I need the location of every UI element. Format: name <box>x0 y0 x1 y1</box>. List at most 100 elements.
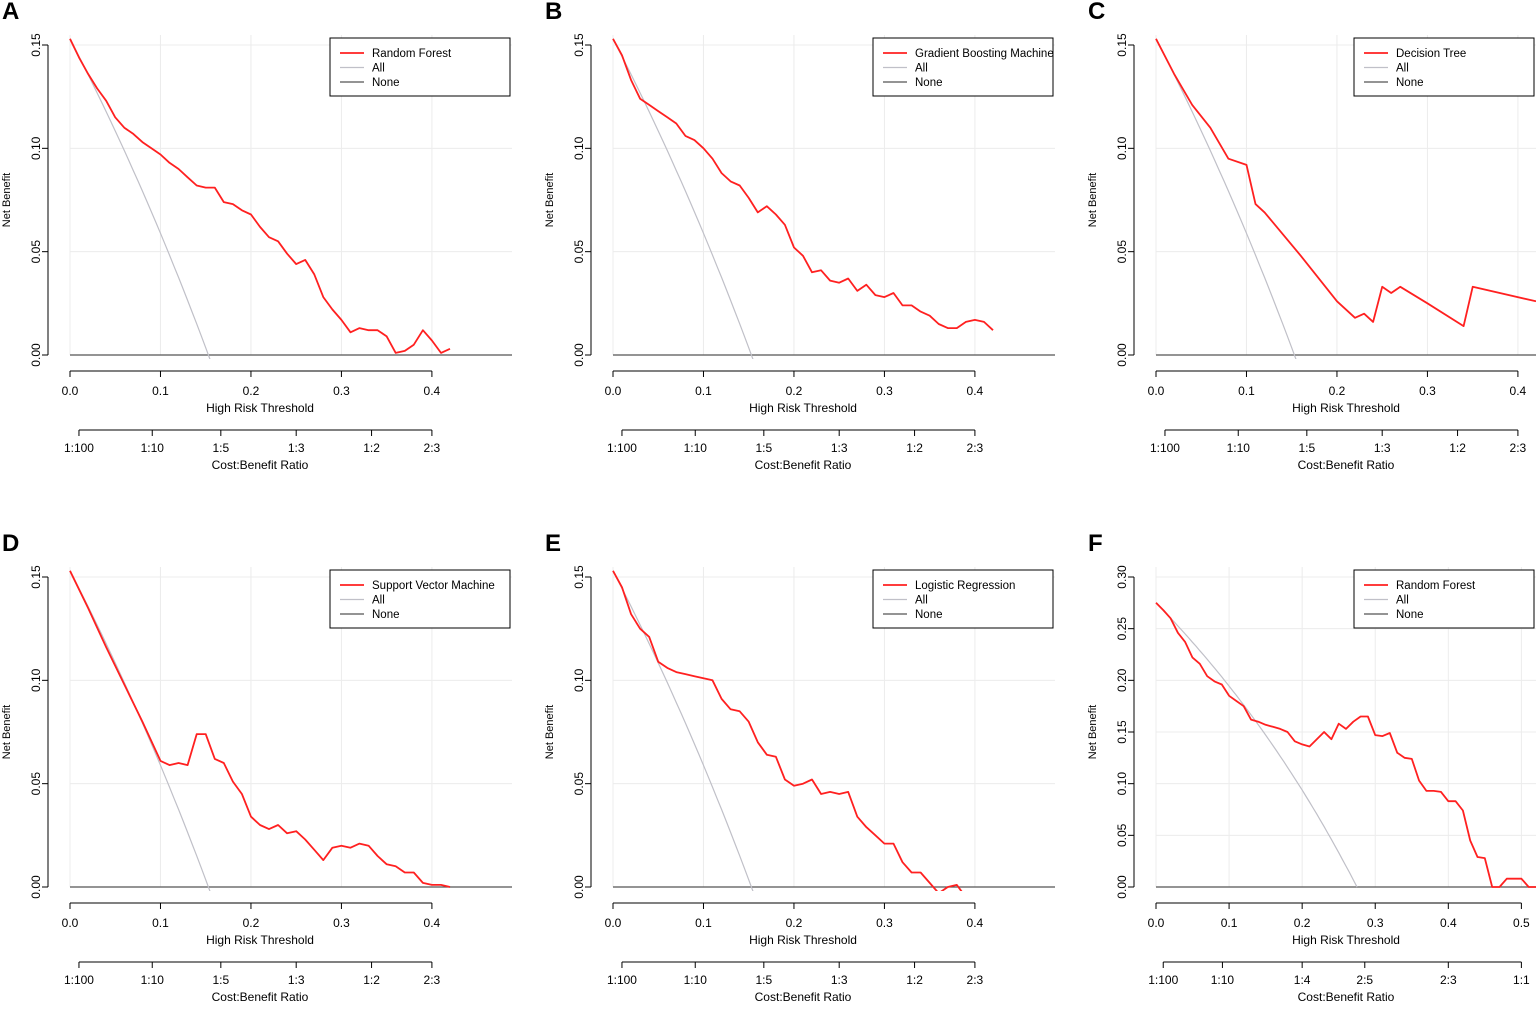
cost-benefit-axis: 1:100 1:10 1:5 1:3 1:2 2:3 Cost:Benefit Ratio <box>64 961 441 1001</box>
y-tick-label: 0.05 <box>572 772 586 796</box>
x-tick-label: 0.4 <box>424 916 441 930</box>
cbr-axis-label: Cost:Benefit Ratio <box>755 990 852 1001</box>
y-axis-label: Net Benefit <box>1 705 13 759</box>
y-tick-label: 0.10 <box>29 668 43 692</box>
x-axis: 0.0 0.1 0.2 0.3 0.4 High Risk Threshold <box>62 902 441 947</box>
cbr-tick-label: 1:5 <box>1298 441 1315 455</box>
cost-benefit-axis: 1:100 1:10 1:5 1:3 1:2 2:3 Cost:Benefit Ratio <box>1150 429 1527 472</box>
x-tick-label: 0.4 <box>424 384 441 398</box>
all-line <box>69 570 211 891</box>
x-tick-label: 0.0 <box>62 384 79 398</box>
cbr-tick-label: 1:3 <box>831 441 848 455</box>
x-axis-label: High Risk Threshold <box>749 933 857 947</box>
y-tick-label: 0.15 <box>1115 33 1129 57</box>
model-series-line <box>1155 38 1536 328</box>
cost-benefit-axis: 1:100 1:10 1:5 1:3 1:2 2:3 Cost:Benefit Ratio <box>64 429 441 472</box>
x-tick-label: 0.4 <box>1440 916 1457 930</box>
y-tick-label: 0.05 <box>1115 240 1129 264</box>
y-tick-label: 0.15 <box>29 565 43 589</box>
cbr-tick-label: 1:3 <box>288 973 305 987</box>
y-tick-label: 0.15 <box>29 33 43 57</box>
x-tick-label: 0.3 <box>333 384 350 398</box>
legend: Random Forest All None <box>1353 569 1535 629</box>
y-axis: 0.00 0.05 0.10 0.15 Net Benefit <box>1 565 49 899</box>
y-axis: 0.00 0.05 0.10 0.15 0.20 0.25 0.30 Net Benefit <box>1087 565 1135 899</box>
cbr-tick-label: 1:5 <box>212 441 229 455</box>
x-tick-label: 0.4 <box>967 916 984 930</box>
x-tick-label: 0.4 <box>967 384 984 398</box>
x-tick-label: 0.2 <box>786 916 803 930</box>
x-tick-label: 0.0 <box>1148 916 1165 930</box>
panel-letter: A <box>2 0 20 25</box>
x-axis-label: High Risk Threshold <box>1292 933 1400 947</box>
panel-letter: F <box>1088 530 1103 557</box>
y-tick-label: 0.00 <box>572 343 586 367</box>
legend-label: Decision Tree <box>1396 48 1466 60</box>
legend-label: Random Forest <box>372 48 452 60</box>
x-tick-label: 0.0 <box>62 916 79 930</box>
cbr-tick-label: 1:100 <box>64 441 94 455</box>
x-tick-label: 0.3 <box>876 384 893 398</box>
legend-label: None <box>1396 609 1424 621</box>
all-line <box>1155 38 1297 359</box>
legend-label: All <box>372 63 385 75</box>
x-tick-label: 0.2 <box>243 384 260 398</box>
x-tick-label: 0.1 <box>695 916 712 930</box>
gridlines <box>69 35 512 356</box>
cbr-tick-label: 1:10 <box>684 973 708 987</box>
x-tick-label: 0.2 <box>786 384 803 398</box>
all-line <box>612 38 754 359</box>
cbr-axis-label: Cost:Benefit Ratio <box>755 458 852 472</box>
y-tick-label: 0.10 <box>29 136 43 160</box>
y-axis: 0.00 0.05 0.10 0.15 Net Benefit <box>1 33 49 367</box>
cbr-tick-label: 1:2 <box>906 441 923 455</box>
legend-label: None <box>1396 77 1424 89</box>
cbr-tick-label: 2:3 <box>967 973 984 987</box>
x-axis-label: High Risk Threshold <box>206 401 314 415</box>
cbr-tick-label: 1:5 <box>755 973 772 987</box>
y-tick-label: 0.00 <box>572 875 586 899</box>
cbr-tick-label: 1:4 <box>1294 973 1311 987</box>
chart-panel-a: A 0.00 0.05 0.10 0.15 Net Benefit 0.0 0.1 0.2 0.… <box>0 0 512 500</box>
all-line <box>1155 602 1358 888</box>
cbr-tick-label: 1:5 <box>755 441 772 455</box>
x-tick-label: 0.1 <box>152 916 169 930</box>
y-tick-label: 0.10 <box>1115 772 1129 796</box>
y-tick-label: 0.20 <box>1115 668 1129 692</box>
y-tick-label: 0.30 <box>1115 565 1129 589</box>
legend: Random Forest All None <box>329 37 511 97</box>
cbr-tick-label: 2:5 <box>1356 973 1373 987</box>
cbr-tick-label: 1:10 <box>141 973 165 987</box>
all-line <box>69 38 211 359</box>
cbr-tick-label: 2:3 <box>424 441 441 455</box>
x-axis: 0.0 0.1 0.2 0.3 0.4 High Risk Threshold <box>1148 370 1527 415</box>
y-tick-label: 0.25 <box>1115 617 1129 641</box>
panel-letter: D <box>2 530 20 557</box>
y-tick-label: 0.05 <box>29 772 43 796</box>
y-axis-label: Net Benefit <box>1087 173 1099 227</box>
x-axis: 0.0 0.1 0.2 0.3 0.4 0.5 High Risk Threshold <box>1148 902 1530 947</box>
model-series-line <box>69 570 451 888</box>
cbr-tick-label: 1:100 <box>607 441 637 455</box>
chart-panel-e: E 0.00 0.05 0.10 0.15 Net Benefit 0.0 0.1 0.2 0.… <box>543 530 1055 1032</box>
legend-label: None <box>915 609 943 621</box>
y-tick-label: 0.05 <box>1115 823 1129 847</box>
cbr-tick-label: 1:2 <box>363 441 380 455</box>
chart-panel-d: D 0.00 0.05 0.10 0.15 Net Benefit 0.0 0.1 0.2 0.… <box>0 530 512 1032</box>
legend-label: None <box>915 77 943 89</box>
legend-label: Logistic Regression <box>915 580 1015 592</box>
y-axis: 0.00 0.05 0.10 0.15 Net Benefit <box>1087 33 1135 367</box>
x-tick-label: 0.1 <box>695 384 712 398</box>
x-tick-label: 0.1 <box>1221 916 1238 930</box>
y-axis-label: Net Benefit <box>1 173 13 227</box>
cbr-tick-label: 1:1 <box>1513 973 1530 987</box>
cbr-tick-label: 1:2 <box>1449 441 1466 455</box>
y-tick-label: 0.10 <box>1115 136 1129 160</box>
cbr-tick-label: 1:3 <box>831 973 848 987</box>
legend-label: All <box>915 595 928 607</box>
cbr-tick-label: 1:10 <box>1227 441 1251 455</box>
y-tick-label: 0.05 <box>29 240 43 264</box>
cbr-tick-label: 1:100 <box>64 973 94 987</box>
